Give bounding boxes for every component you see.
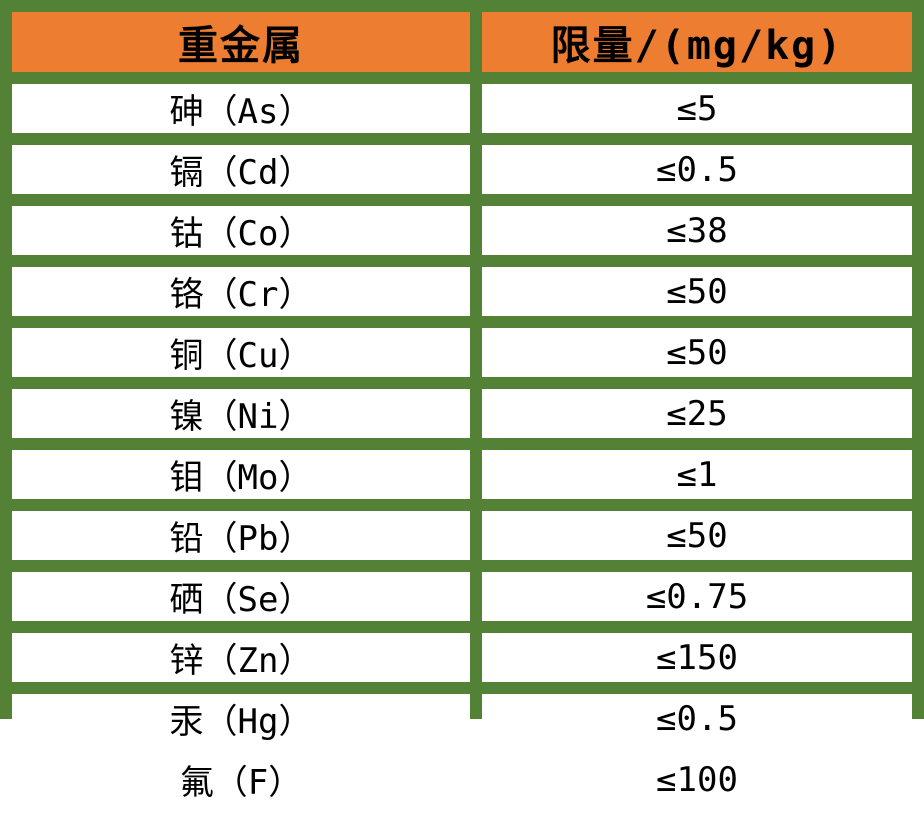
- metal-cell: 钼（Mo）: [12, 450, 470, 499]
- table-row: 铬（Cr） ≤50: [12, 267, 912, 316]
- header-row: 重金属 限量/(mg/kg): [12, 12, 912, 72]
- limit-cell: ≤100: [482, 755, 912, 804]
- table-row: 镍（Ni） ≤25: [12, 389, 912, 438]
- metal-cell: 锌（Zn）: [12, 633, 470, 682]
- metal-cell: 氟（F）: [12, 755, 470, 804]
- limit-cell: ≤50: [482, 328, 912, 377]
- limit-cell: ≤0.5: [482, 145, 912, 194]
- table-body: 砷（As） ≤5 镉（Cd） ≤0.5 钴（Co） ≤38 铬（Cr） ≤50 铜（Cu） ≤50…: [12, 84, 912, 804]
- limit-cell: ≤0.75: [482, 572, 912, 621]
- limit-cell: ≤150: [482, 633, 912, 682]
- limit-cell: ≤5: [482, 84, 912, 133]
- limit-cell: ≤50: [482, 267, 912, 316]
- table-row: 砷（As） ≤5: [12, 84, 912, 133]
- limit-cell: ≤38: [482, 206, 912, 255]
- table-row: 铅（Pb） ≤50: [12, 511, 912, 560]
- header-cell-limit: 限量/(mg/kg): [482, 12, 912, 72]
- metal-cell: 镉（Cd）: [12, 145, 470, 194]
- table-row: 氟（F） ≤100: [12, 755, 912, 804]
- limit-cell: ≤1: [482, 450, 912, 499]
- table-row: 镉（Cd） ≤0.5: [12, 145, 912, 194]
- metal-cell: 镍（Ni）: [12, 389, 470, 438]
- limit-cell: ≤25: [482, 389, 912, 438]
- table-row: 钴（Co） ≤38: [12, 206, 912, 255]
- metal-cell: 砷（As）: [12, 84, 470, 133]
- table-row: 硒（Se） ≤0.75: [12, 572, 912, 621]
- metal-cell: 硒（Se）: [12, 572, 470, 621]
- metal-cell: 铬（Cr）: [12, 267, 470, 316]
- header-cell-metal: 重金属: [12, 12, 470, 72]
- limit-cell: ≤50: [482, 511, 912, 560]
- metal-cell: 铜（Cu）: [12, 328, 470, 377]
- table-row: 钼（Mo） ≤1: [12, 450, 912, 499]
- metal-cell: 铅（Pb）: [12, 511, 470, 560]
- table-row: 铜（Cu） ≤50: [12, 328, 912, 377]
- table-row: 锌（Zn） ≤150: [12, 633, 912, 682]
- metal-cell: 钴（Co）: [12, 206, 470, 255]
